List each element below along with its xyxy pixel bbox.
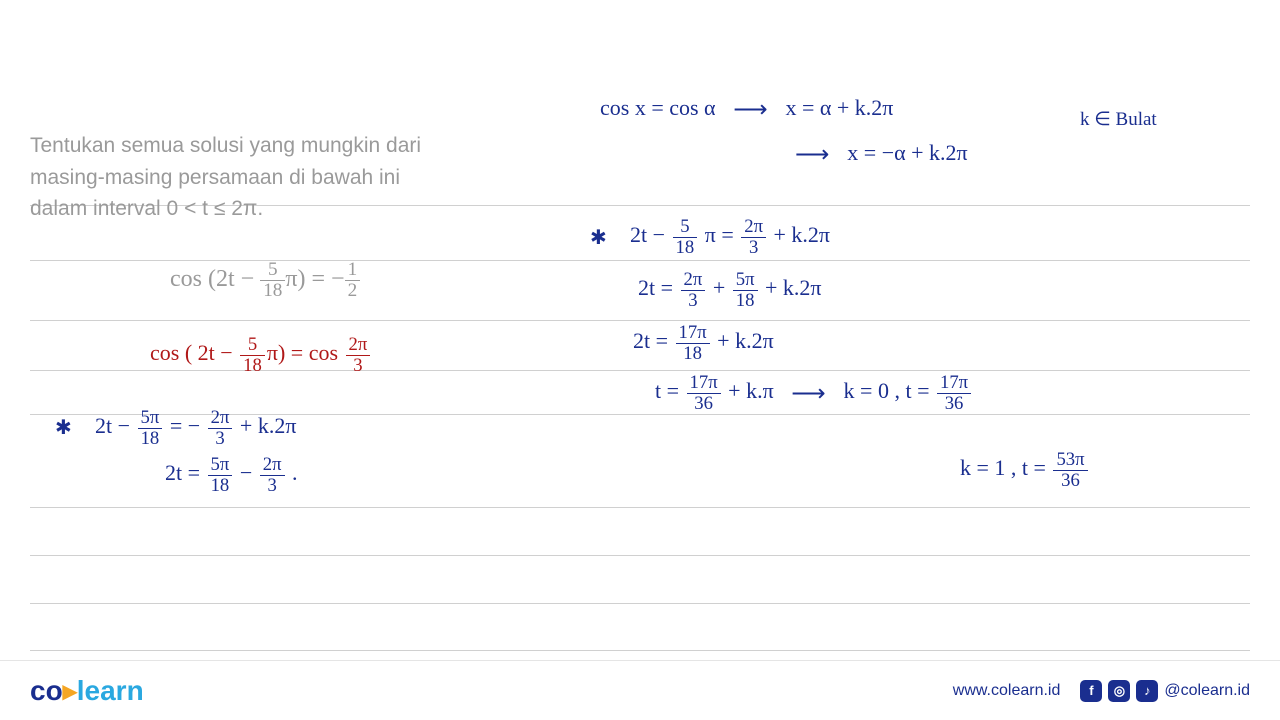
c2l2-post: . xyxy=(287,460,298,485)
c2l2-pre: 2t = xyxy=(165,460,206,485)
rule-line xyxy=(30,507,1250,508)
case1-marker: ✱ xyxy=(590,225,607,250)
rule-l2-post: x = −α + k.2π xyxy=(847,140,967,165)
c1l4-rfn: 17π xyxy=(937,373,971,394)
c1l3-post: + k.2π xyxy=(712,328,774,353)
instagram-icon: ◎ xyxy=(1108,680,1130,702)
red-mid: π) = cos xyxy=(267,340,344,365)
c2l2-f2n: 2π xyxy=(260,455,285,476)
c1l1-pre: 2t − xyxy=(630,222,671,247)
c1l2-f2d: 18 xyxy=(733,291,758,311)
c1l4-k0: k = 0 , t = xyxy=(844,378,935,403)
arrow-icon: ⟶ xyxy=(779,379,838,408)
c2l1-f1n: 5π xyxy=(138,408,163,429)
logo-co: co xyxy=(30,675,63,706)
case1-line5: k = 1 , t = 53π36 xyxy=(960,450,1090,490)
eq-frac-n: 5 xyxy=(260,260,285,281)
arrow-icon: ⟶ xyxy=(721,95,780,124)
red-f1d: 18 xyxy=(240,356,265,376)
red-equation: cos ( 2t − 518π) = cos 2π3 xyxy=(150,335,372,375)
rule-line xyxy=(30,650,1250,651)
c1l4-fn: 17π xyxy=(687,373,721,394)
facebook-icon: f xyxy=(1080,680,1102,702)
c2l2-f1d: 18 xyxy=(208,476,233,496)
c2l2-minus: − xyxy=(234,460,257,485)
c1l5-fd: 36 xyxy=(1053,471,1087,491)
tiktok-icon: ♪ xyxy=(1136,680,1158,702)
c2l1-f1d: 18 xyxy=(138,429,163,449)
logo-learn: learn xyxy=(77,675,144,706)
c1l5-pre: k = 1 , t = xyxy=(960,455,1051,480)
case2-line1: 2t − 5π18 = − 2π3 + k.2π xyxy=(95,408,296,448)
c1l4-mid: + k.π xyxy=(723,378,774,403)
c1l1-f2d: 3 xyxy=(741,238,766,258)
c1l3-fn: 17π xyxy=(676,323,710,344)
problem-line3: dalam interval 0 < t ≤ 2π. xyxy=(30,197,263,220)
rule-line-1: cos x = cos α ⟶ x = α + k.2π xyxy=(600,95,893,124)
c1l4-rfd: 36 xyxy=(937,394,971,414)
c1l1-post: + k.2π xyxy=(768,222,830,247)
arrow-icon: ⟶ xyxy=(795,140,842,169)
eq-rhs-d: 2 xyxy=(345,281,361,301)
case1-line3: 2t = 17π18 + k.2π xyxy=(633,323,774,363)
eq-pre: cos (2t − xyxy=(170,266,260,292)
rule-note: k ∈ Bulat xyxy=(1080,108,1157,131)
problem-equation: cos (2t − 518π) = −12 xyxy=(170,260,360,301)
c2l1-f2d: 3 xyxy=(208,429,233,449)
case1-line4: t = 17π36 + k.π ⟶ k = 0 , t = 17π36 xyxy=(655,373,973,413)
c1l2-pre: 2t = xyxy=(638,275,679,300)
c1l3-pre: 2t = xyxy=(633,328,674,353)
eq-rhs-n: 1 xyxy=(345,260,361,281)
c1l5-fn: 53π xyxy=(1053,450,1087,471)
c1l2-post: + k.2π xyxy=(760,275,822,300)
c2l1-post: + k.2π xyxy=(234,413,296,438)
c1l2-f1n: 2π xyxy=(681,270,706,291)
footer-url: www.colearn.id xyxy=(953,682,1061,700)
case2-marker: ✱ xyxy=(55,415,72,440)
case1-line2: 2t = 2π3 + 5π18 + k.2π xyxy=(638,270,822,310)
rule-line xyxy=(30,555,1250,556)
worksheet-area: Tentukan semua solusi yang mungkin dari … xyxy=(0,0,1280,660)
rule-line xyxy=(30,603,1250,604)
c2l1-f2n: 2π xyxy=(208,408,233,429)
eq-frac-d: 18 xyxy=(260,281,285,301)
c2l2-f1n: 5π xyxy=(208,455,233,476)
rule-l1-pre: cos x = cos α xyxy=(600,95,716,120)
logo-dot-icon: ▸ xyxy=(63,675,77,706)
c2l2-f2d: 3 xyxy=(260,476,285,496)
social-icons: f ◎ ♪ @colearn.id xyxy=(1080,680,1250,702)
rule-line-2: ⟶ x = −α + k.2π xyxy=(795,140,968,169)
c1l2-f1d: 3 xyxy=(681,291,706,311)
rule-line xyxy=(30,320,1250,321)
c1l1-f1d: 18 xyxy=(673,238,698,258)
red-pre: cos ( 2t − xyxy=(150,340,238,365)
problem-statement: Tentukan semua solusi yang mungkin dari … xyxy=(30,130,460,225)
eq-mid: π) = − xyxy=(285,266,344,292)
c1l2-f2n: 5π xyxy=(733,270,758,291)
footer-right: www.colearn.id f ◎ ♪ @colearn.id xyxy=(953,680,1250,702)
c1l1-f1n: 5 xyxy=(673,217,698,238)
red-f2d: 3 xyxy=(346,356,371,376)
c1l4-fd: 36 xyxy=(687,394,721,414)
red-f1n: 5 xyxy=(240,335,265,356)
case2-line2: 2t = 5π18 − 2π3 . xyxy=(165,455,298,495)
problem-line2: masing-masing persamaan di bawah ini xyxy=(30,166,400,189)
rule-l1-post: x = α + k.2π xyxy=(785,95,893,120)
brand-logo: co▸learn xyxy=(30,674,144,707)
c1l2-plus: + xyxy=(707,275,730,300)
c1l3-fd: 18 xyxy=(676,344,710,364)
c2l1-mid: = − xyxy=(164,413,205,438)
red-f2n: 2π xyxy=(346,335,371,356)
case1-line1: 2t − 518 π = 2π3 + k.2π xyxy=(630,217,830,257)
c1l1-f2n: 2π xyxy=(741,217,766,238)
footer: co▸learn www.colearn.id f ◎ ♪ @colearn.i… xyxy=(0,660,1280,720)
problem-line1: Tentukan semua solusi yang mungkin dari xyxy=(30,134,421,157)
social-handle: @colearn.id xyxy=(1164,682,1250,700)
c1l4-pre: t = xyxy=(655,378,685,403)
c2l1-pre: 2t − xyxy=(95,413,136,438)
